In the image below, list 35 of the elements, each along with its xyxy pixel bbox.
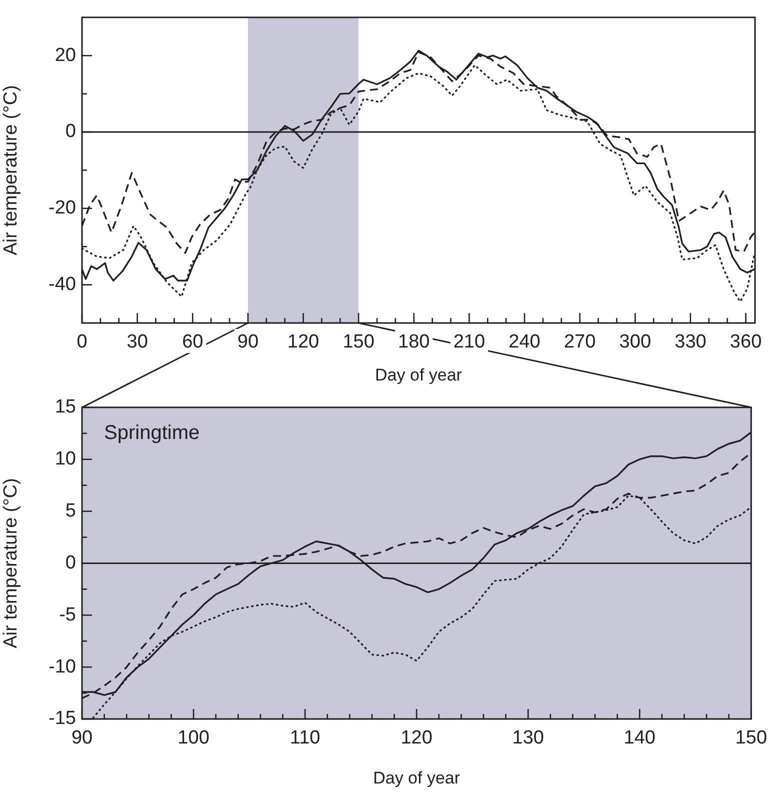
y-tick-label: 10 [54, 448, 76, 470]
x-tick-label: 130 [512, 728, 544, 749]
x-tick-label: 140 [624, 728, 656, 749]
x-tick-label: 240 [508, 332, 540, 353]
y-tick-label: 0 [65, 552, 76, 574]
x-tick-label: 100 [178, 728, 210, 749]
y-tick-label: -15 [48, 708, 76, 730]
x-tick-label: 30 [126, 332, 148, 353]
y-tick-label: 5 [65, 500, 76, 522]
x-tick-label: 110 [290, 728, 320, 749]
y-tick-label: 20 [54, 44, 76, 66]
y-axis-title: Air temperature (°C) [0, 478, 22, 648]
x-tick-label: 60 [182, 332, 204, 353]
x-axis-title: Day of year [375, 365, 462, 384]
y-tick-label: 0 [65, 121, 76, 142]
x-tick-label: 90 [71, 728, 93, 749]
y-tick-label: -40 [48, 274, 76, 296]
x-tick-label: 120 [287, 332, 320, 353]
x-axis-title: Day of year [373, 768, 460, 788]
x-tick-label: 270 [564, 332, 596, 353]
y-tick-label: -10 [48, 656, 76, 678]
x-tick-label: 360 [730, 332, 762, 353]
y-tick-label: -5 [59, 604, 76, 626]
x-tick-label: 180 [398, 332, 430, 353]
x-tick-label: 300 [619, 332, 651, 353]
y-axis-title: Air temperature (°C) [0, 85, 22, 256]
x-tick-label: 90 [237, 332, 259, 353]
x-tick-label: 210 [453, 332, 486, 353]
annotation: Springtime [104, 422, 200, 444]
y-tick-label: 15 [54, 396, 76, 418]
y-tick-label: -20 [48, 198, 76, 219]
x-tick-label: 150 [342, 332, 374, 353]
x-tick-label: 120 [400, 728, 432, 749]
x-tick-label: 330 [674, 332, 706, 353]
x-tick-label: 150 [735, 728, 767, 749]
